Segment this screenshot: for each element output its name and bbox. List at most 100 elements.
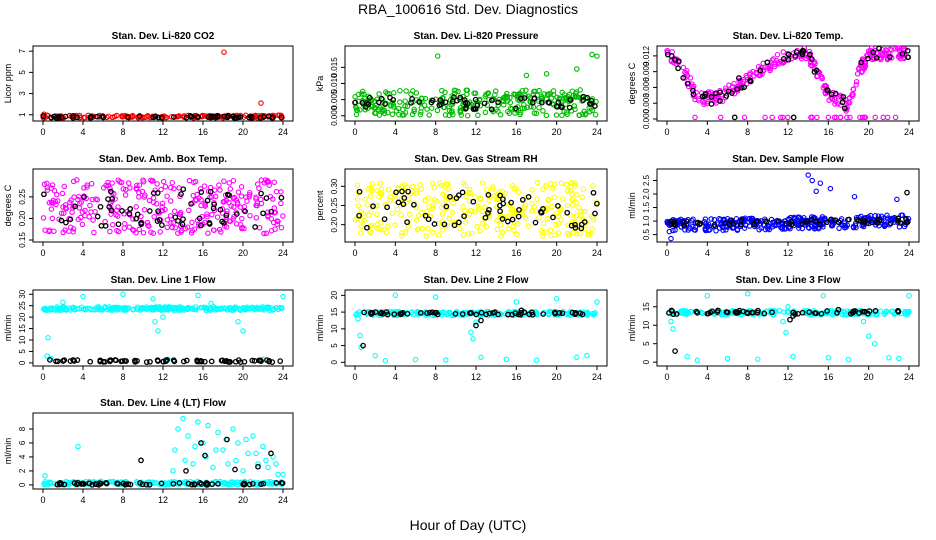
y-tick-label: 8	[18, 426, 27, 431]
data-point	[278, 194, 285, 201]
panel-title: Stan. Dev. Line 3 Flow	[736, 275, 841, 286]
data-point	[399, 232, 405, 239]
data-point	[88, 113, 94, 120]
data-point	[508, 199, 515, 206]
data-point	[497, 222, 504, 228]
data-point	[253, 215, 260, 221]
data-point	[457, 225, 463, 232]
data-point	[188, 230, 195, 236]
data-point	[171, 208, 178, 215]
data-point	[70, 229, 76, 235]
data-point	[707, 309, 714, 316]
data-point	[452, 310, 459, 317]
x-tick-label: 0	[664, 127, 669, 137]
data-point	[205, 230, 211, 237]
data-point	[107, 228, 113, 235]
data-point	[241, 207, 247, 214]
data-point	[249, 357, 256, 364]
data-point	[404, 219, 410, 226]
data-point	[903, 215, 909, 222]
data-point	[192, 443, 198, 450]
data-point	[432, 294, 439, 300]
data-point	[239, 215, 245, 222]
data-point	[258, 200, 265, 207]
data-point	[475, 206, 482, 212]
data-point	[761, 310, 768, 317]
data-point	[806, 309, 813, 315]
data-point	[585, 232, 591, 238]
data-point	[143, 359, 150, 365]
data-point	[136, 194, 142, 200]
data-point	[94, 213, 101, 220]
data-point	[734, 86, 740, 93]
data-point	[105, 196, 111, 202]
data-point	[701, 93, 708, 100]
data-point	[411, 106, 417, 113]
data-point	[760, 68, 766, 74]
data-point	[680, 64, 687, 71]
data-point	[154, 181, 160, 187]
x-tick-label: 0	[40, 495, 45, 505]
y-tick-label: 3	[18, 91, 27, 96]
data-point	[559, 89, 565, 96]
data-point	[519, 196, 526, 203]
data-point	[201, 183, 208, 189]
data-point	[210, 205, 217, 212]
data-point	[163, 357, 170, 363]
plot-frame	[32, 45, 294, 122]
data-point	[708, 101, 715, 107]
data-point	[385, 187, 392, 193]
data-point	[819, 75, 825, 82]
data-point	[884, 114, 891, 121]
data-point	[685, 83, 692, 90]
data-point	[560, 196, 566, 202]
data-point	[520, 102, 527, 108]
x-tick-label: 4	[80, 248, 85, 258]
data-point	[572, 90, 579, 97]
data-point	[385, 223, 391, 230]
data-point	[91, 229, 97, 236]
data-point	[543, 229, 549, 235]
data-point	[584, 352, 590, 359]
data-point	[716, 215, 722, 222]
data-point	[416, 98, 422, 105]
data-point	[694, 357, 701, 364]
data-point	[256, 224, 263, 231]
data-point	[266, 358, 272, 365]
data-point	[198, 358, 205, 365]
data-point	[40, 215, 47, 221]
data-point	[462, 219, 469, 225]
data-point	[872, 308, 879, 314]
data-point	[202, 452, 208, 459]
data-point	[80, 293, 86, 300]
data-point	[497, 202, 503, 209]
data-point	[44, 187, 51, 193]
data-point	[423, 233, 429, 239]
data-point	[486, 206, 492, 213]
y-tick-label: 4	[18, 454, 27, 459]
x-tick-label: 8	[745, 248, 750, 258]
data-point	[370, 203, 376, 210]
data-point	[817, 180, 824, 186]
data-point	[563, 181, 570, 188]
data-point	[477, 195, 484, 201]
data-point	[814, 114, 820, 121]
y-tick-label: 0.15	[18, 232, 27, 248]
data-point	[274, 218, 280, 224]
data-point	[860, 318, 867, 325]
data-point	[440, 104, 447, 111]
data-point	[136, 182, 143, 188]
data-point	[549, 185, 556, 192]
data-point	[555, 221, 562, 227]
data-point	[886, 354, 892, 361]
x-tick-label: 4	[80, 495, 85, 505]
data-point	[172, 225, 179, 231]
data-point	[673, 311, 680, 317]
data-point	[208, 358, 215, 365]
data-point	[841, 311, 848, 318]
data-point	[58, 217, 65, 224]
data-point	[121, 225, 128, 231]
data-point	[512, 91, 519, 98]
data-point	[150, 195, 157, 201]
data-point	[217, 206, 224, 213]
